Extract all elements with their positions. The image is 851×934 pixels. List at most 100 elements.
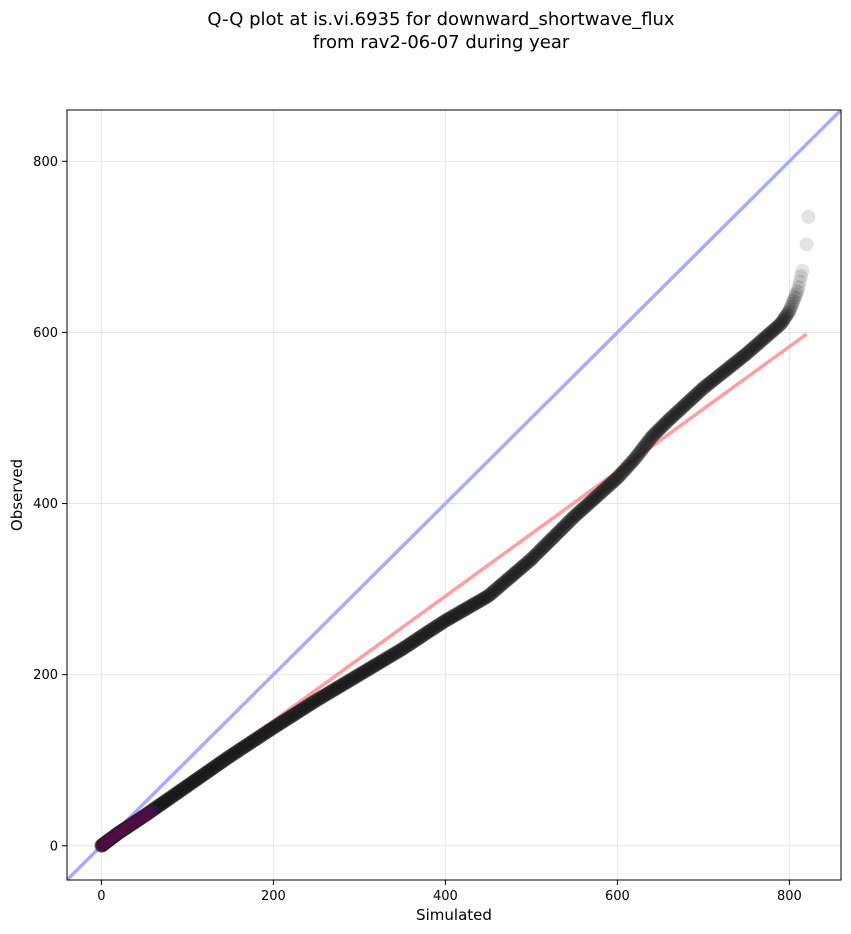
data-point bbox=[460, 600, 475, 615]
data-point bbox=[111, 826, 126, 841]
data-point bbox=[626, 452, 641, 467]
data-point-low bbox=[146, 804, 159, 817]
x-axis-ticks: 0 200 400 600 800 bbox=[97, 880, 802, 904]
data-point bbox=[213, 756, 228, 771]
data-point bbox=[261, 723, 276, 738]
data-point-low bbox=[107, 830, 120, 843]
data-point bbox=[147, 801, 162, 816]
data-point-low bbox=[118, 823, 131, 836]
data-point bbox=[371, 656, 386, 671]
data-point bbox=[510, 563, 525, 578]
data-point bbox=[560, 516, 575, 531]
data-point bbox=[134, 810, 149, 825]
data-point bbox=[301, 698, 316, 713]
data-point bbox=[272, 716, 287, 731]
data-point-low bbox=[98, 837, 111, 850]
data-point bbox=[206, 760, 221, 775]
data-point bbox=[114, 823, 129, 838]
data-point bbox=[465, 598, 480, 613]
data-point bbox=[403, 636, 418, 651]
data-point bbox=[219, 751, 234, 766]
data-point bbox=[246, 733, 261, 748]
data-point bbox=[135, 810, 150, 825]
data-point bbox=[368, 657, 383, 672]
data-point bbox=[757, 330, 772, 345]
data-point bbox=[561, 515, 576, 530]
data-point bbox=[599, 480, 614, 495]
data-point bbox=[629, 449, 644, 464]
data-point bbox=[414, 629, 429, 644]
data-point bbox=[395, 641, 410, 656]
data-point bbox=[770, 319, 785, 334]
data-point bbox=[472, 593, 487, 608]
data-point bbox=[284, 709, 299, 724]
data-point bbox=[184, 776, 199, 791]
data-point bbox=[268, 719, 283, 734]
data-point bbox=[409, 632, 424, 647]
data-point-low bbox=[98, 837, 111, 850]
data-point bbox=[731, 352, 746, 367]
data-point bbox=[518, 556, 533, 571]
data-point bbox=[613, 467, 628, 482]
data-point bbox=[617, 463, 632, 478]
data-point bbox=[210, 757, 225, 772]
data-point bbox=[175, 782, 190, 797]
data-point bbox=[196, 767, 211, 782]
data-point bbox=[381, 650, 396, 665]
data-point bbox=[120, 819, 135, 834]
data-point bbox=[231, 743, 246, 758]
data-point bbox=[685, 391, 700, 406]
data-point bbox=[229, 745, 244, 760]
data-point bbox=[140, 806, 155, 821]
data-point bbox=[428, 620, 443, 635]
data-point bbox=[446, 609, 461, 624]
data-point bbox=[738, 347, 753, 362]
data-point bbox=[537, 539, 552, 554]
data-point bbox=[417, 627, 432, 642]
data-point bbox=[355, 665, 370, 680]
data-point bbox=[656, 418, 671, 433]
data-point bbox=[486, 584, 501, 599]
data-point bbox=[357, 664, 372, 679]
data-point bbox=[245, 734, 260, 749]
data-point bbox=[263, 722, 278, 737]
data-point bbox=[585, 493, 600, 508]
data-point bbox=[474, 593, 489, 608]
data-point bbox=[100, 834, 115, 849]
data-point bbox=[297, 701, 312, 716]
data-point bbox=[733, 351, 748, 366]
data-point bbox=[563, 513, 578, 528]
data-point bbox=[124, 817, 139, 832]
data-point bbox=[183, 776, 198, 791]
data-point bbox=[103, 832, 118, 847]
data-point bbox=[548, 528, 563, 543]
data-point bbox=[709, 370, 724, 385]
data-point bbox=[154, 796, 169, 811]
data-point bbox=[349, 669, 364, 684]
data-point bbox=[659, 415, 674, 430]
data-point bbox=[338, 675, 353, 690]
data-point bbox=[106, 829, 121, 844]
data-point bbox=[671, 404, 686, 419]
data-point bbox=[102, 832, 117, 847]
data-point bbox=[115, 823, 130, 838]
data-point bbox=[211, 757, 226, 772]
data-point bbox=[612, 468, 627, 483]
data-point bbox=[523, 552, 538, 567]
data-point bbox=[306, 694, 321, 709]
data-point bbox=[249, 731, 264, 746]
data-point-low bbox=[133, 813, 146, 826]
data-point bbox=[235, 740, 250, 755]
data-point bbox=[95, 837, 110, 852]
data-point bbox=[120, 820, 135, 835]
data-point-low bbox=[139, 809, 152, 822]
data-point bbox=[423, 623, 438, 638]
data-point-low bbox=[103, 833, 116, 846]
data-point-low bbox=[128, 816, 141, 829]
data-point bbox=[111, 825, 126, 840]
data-point bbox=[504, 569, 519, 584]
data-point bbox=[400, 638, 415, 653]
data-point bbox=[633, 443, 648, 458]
data-point bbox=[610, 471, 625, 486]
data-point bbox=[399, 639, 414, 654]
